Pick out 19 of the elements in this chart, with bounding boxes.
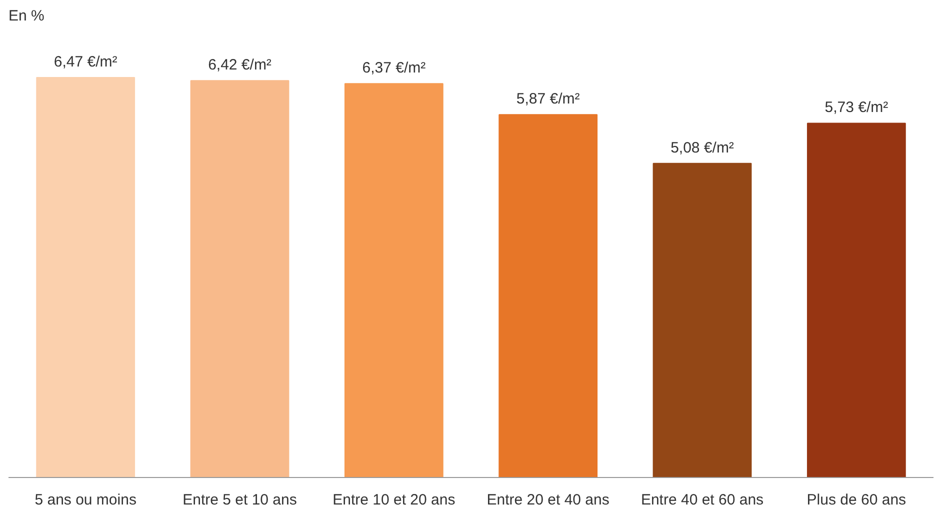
data-label: 6,42 €/m² <box>208 56 272 74</box>
x-tick-label: Entre 40 et 60 ans <box>640 492 764 508</box>
x-tick-label: Entre 5 et 10 ans <box>182 492 297 508</box>
x-tick-label: 5 ans ou moins <box>34 492 136 508</box>
data-label: 6,47 €/m² <box>54 54 118 70</box>
bar <box>498 114 598 478</box>
y-axis-title: En % <box>8 8 44 24</box>
x-tick-label: Plus de 60 ans <box>806 492 906 508</box>
x-tick-label: Entre 20 et 40 ans <box>486 492 610 508</box>
data-label: 6,37 €/m² <box>362 60 426 77</box>
bar <box>806 122 906 478</box>
data-label: 5,73 €/m² <box>824 99 888 116</box>
bar <box>652 162 752 478</box>
bar <box>344 83 444 478</box>
data-label: 5,08 €/m² <box>670 139 734 156</box>
x-tick-label: Entre 10 et 20 ans <box>332 492 456 508</box>
bar <box>190 80 290 478</box>
bar <box>36 77 136 478</box>
data-label: 5,87 €/m² <box>516 90 580 108</box>
